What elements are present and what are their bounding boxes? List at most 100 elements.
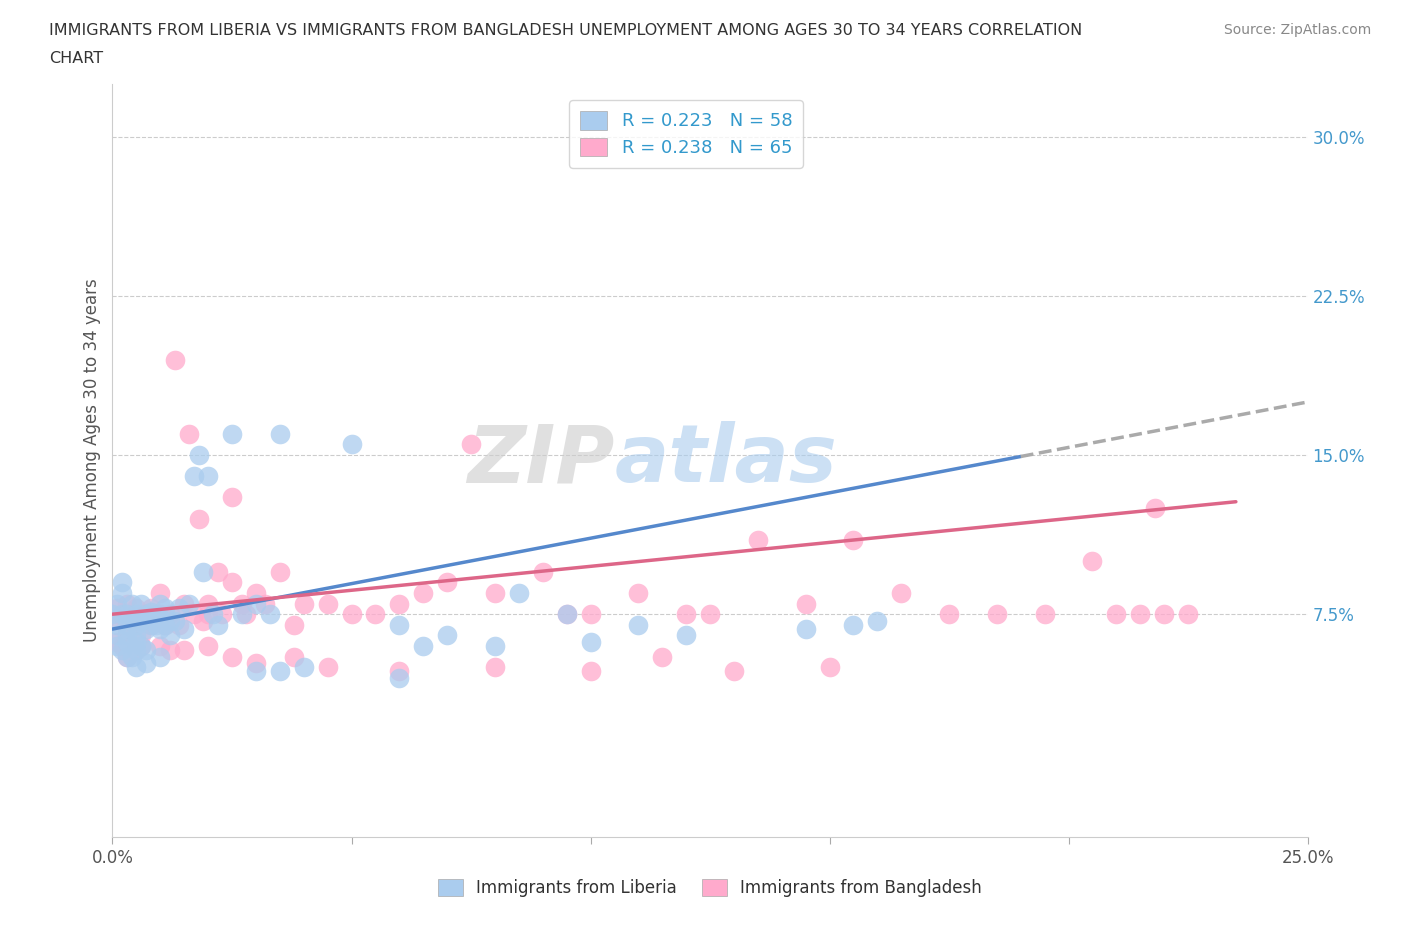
Point [1177,606,1199,621]
Point [129,613,152,628]
Point [139,604,162,619]
Point [555,606,578,621]
Point [187,447,209,462]
Point [149,586,172,601]
Y-axis label: Unemployment Among Ages 30 to 34 years: Unemployment Among Ages 30 to 34 years [83,278,101,643]
Point [842,618,865,632]
Point [149,611,172,626]
Point [388,671,411,685]
Point [436,628,458,643]
Point [269,426,291,441]
Point [699,606,721,621]
Point [139,618,162,632]
Point [101,606,124,621]
Point [105,628,128,643]
Point [149,649,172,664]
Point [197,469,219,484]
Point [1081,553,1104,568]
Point [508,586,530,601]
Point [388,618,411,632]
Point [1105,606,1128,621]
Point [121,596,143,611]
Point [135,606,157,621]
Point [121,613,143,628]
Point [254,596,277,611]
Point [149,639,172,654]
Point [159,613,181,628]
Point [579,606,602,621]
Point [187,512,209,526]
Point [221,649,243,664]
Point [723,664,745,679]
Point [842,533,865,548]
Point [111,643,134,658]
Point [139,618,162,632]
Point [149,606,172,621]
Point [436,575,458,590]
Legend: Immigrants from Liberia, Immigrants from Bangladesh: Immigrants from Liberia, Immigrants from… [432,872,988,904]
Point [163,613,186,628]
Point [316,659,339,674]
Point [579,634,602,649]
Point [651,649,673,664]
Point [135,621,157,636]
Point [938,606,960,621]
Point [193,565,215,579]
Point [125,618,148,632]
Point [986,606,1008,621]
Point [292,659,315,674]
Point [125,628,148,643]
Point [890,586,912,601]
Point [245,656,267,671]
Point [183,606,205,621]
Point [221,575,243,590]
Point [115,596,138,611]
Point [145,606,167,621]
Point [484,659,506,674]
Point [145,618,167,632]
Point [173,596,195,611]
Point [292,596,315,611]
Point [388,596,411,611]
Point [115,649,138,664]
Point [245,596,267,611]
Point [197,639,219,654]
Point [794,596,817,611]
Point [105,618,128,632]
Point [111,606,134,621]
Point [412,586,434,601]
Point [579,664,602,679]
Point [340,606,363,621]
Point [484,639,506,654]
Point [460,437,482,452]
Point [115,649,138,664]
Point [173,643,195,658]
Point [149,621,172,636]
Point [177,596,200,611]
Point [159,643,181,658]
Point [159,606,181,621]
Text: IMMIGRANTS FROM LIBERIA VS IMMIGRANTS FROM BANGLADESH UNEMPLOYMENT AMONG AGES 30: IMMIGRANTS FROM LIBERIA VS IMMIGRANTS FR… [49,23,1083,38]
Point [1033,606,1056,621]
Point [231,596,253,611]
Point [388,664,411,679]
Point [283,618,305,632]
Point [627,618,650,632]
Point [129,639,152,654]
Point [173,621,195,636]
Point [531,565,554,579]
Point [153,601,176,616]
Point [1143,500,1166,515]
Point [169,618,191,632]
Point [245,664,267,679]
Point [211,606,233,621]
Point [207,565,229,579]
Point [111,639,134,654]
Point [163,352,186,367]
Point [111,575,134,590]
Point [125,601,148,616]
Point [115,621,138,636]
Point [177,426,200,441]
Point [221,426,243,441]
Point [221,490,243,505]
